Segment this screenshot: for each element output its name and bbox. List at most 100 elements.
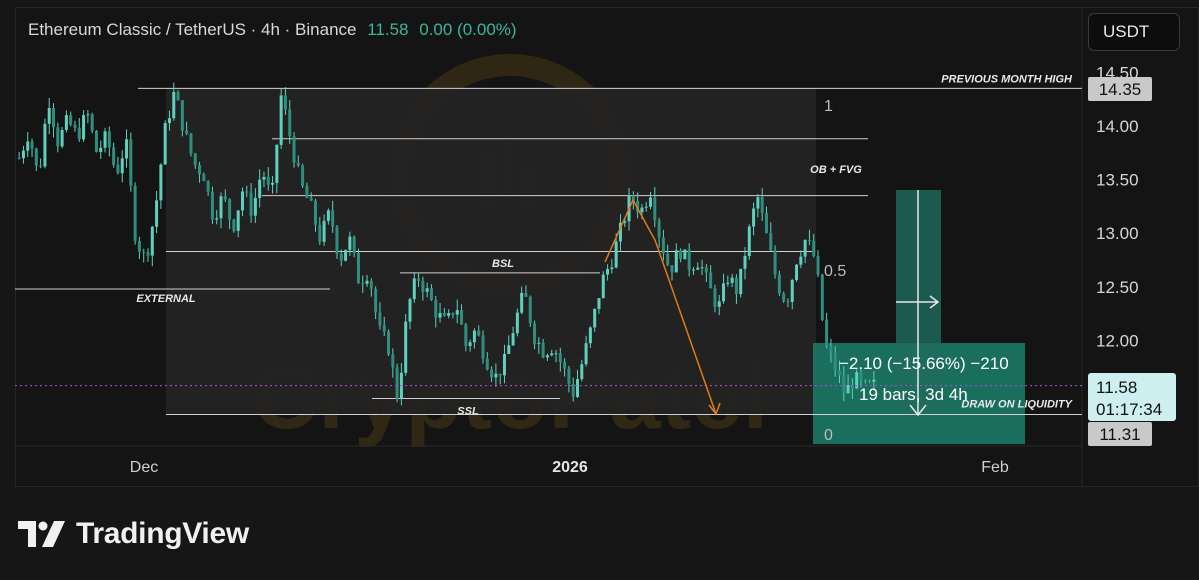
candle-body	[442, 312, 446, 316]
tradingview-logo[interactable]: TradingView	[18, 517, 249, 551]
candle-body	[520, 292, 524, 313]
measure-change-text: −2.10 (−15.66%) −210	[839, 354, 1009, 373]
candle-body	[339, 253, 343, 261]
candle-body	[438, 312, 442, 318]
candle-body	[447, 312, 451, 316]
candle-body	[515, 312, 519, 334]
candle-body	[502, 353, 506, 376]
ob-fvg-label: OB + FVG	[810, 164, 862, 176]
candle-body	[575, 379, 580, 397]
candle-body	[292, 136, 296, 163]
candle-body	[356, 252, 360, 284]
badge-current-text: 11.58	[1096, 378, 1137, 397]
candle-body	[129, 139, 133, 186]
candle-body	[94, 130, 98, 152]
candle-body	[142, 251, 146, 253]
candle-body	[713, 288, 717, 307]
candle-body	[210, 191, 214, 220]
candle-body	[855, 372, 859, 389]
candle-body	[795, 264, 799, 281]
candle-body	[236, 210, 240, 231]
candle-body	[653, 197, 657, 221]
candle-body	[90, 114, 94, 131]
candle-body	[348, 236, 352, 250]
candle-body	[533, 323, 537, 344]
candle-body	[644, 206, 648, 208]
candle-body	[730, 277, 734, 283]
candle-body	[47, 107, 51, 124]
candle-body	[155, 200, 159, 227]
candle-body	[163, 123, 167, 165]
candle-body	[99, 147, 103, 152]
candle-body	[550, 353, 554, 356]
candle-body	[133, 185, 137, 241]
candle-body	[26, 141, 30, 151]
candle-body	[537, 342, 541, 344]
external-label: EXTERNAL	[136, 293, 196, 305]
badge-prev-month-high: 14.35	[1088, 77, 1152, 101]
candle-body	[228, 199, 232, 220]
candle-body	[249, 192, 253, 216]
candle-body	[803, 240, 807, 257]
candle-body	[193, 153, 197, 166]
candle-body	[56, 127, 60, 147]
candle-body	[421, 280, 425, 292]
candle-body	[425, 288, 429, 292]
candle-body	[180, 100, 184, 131]
candle-body	[614, 241, 618, 268]
candle-body	[490, 369, 494, 378]
candle-body	[198, 165, 202, 175]
currency-button[interactable]: USDT	[1088, 13, 1180, 51]
candle-body	[176, 92, 180, 101]
candle-body	[494, 373, 498, 378]
candle-body	[305, 185, 309, 198]
candle-body	[541, 342, 545, 358]
measure-arrow-down	[909, 404, 927, 417]
candle-body	[498, 373, 502, 376]
candle-body	[17, 158, 21, 160]
projection-arrowhead	[708, 402, 721, 416]
candle-body	[262, 176, 266, 180]
candle-body	[606, 269, 610, 275]
badge-current-price: 11.58 01:17:34	[1088, 373, 1176, 421]
y-tick-4: 12.50	[1096, 278, 1139, 297]
header-change: 0.00 (0.00%)	[419, 20, 517, 39]
candle-body	[279, 95, 283, 145]
candle-body	[245, 191, 249, 193]
candle-body	[485, 358, 489, 370]
candle-body	[782, 293, 786, 302]
badge-pmh-text: 14.35	[1099, 80, 1142, 99]
candle-body	[60, 129, 64, 147]
candle-body	[739, 268, 743, 295]
candle-body	[618, 222, 622, 242]
candle-body	[571, 384, 575, 397]
candle-body	[477, 330, 481, 336]
candle-body	[82, 115, 86, 140]
candle-body	[137, 240, 141, 252]
candle-body	[468, 342, 472, 347]
candle-body	[640, 207, 644, 213]
symbol-title[interactable]: Ethereum Classic / TetherUS · 4h · Binan…	[28, 20, 357, 39]
candle-body	[112, 147, 116, 165]
candle-body	[301, 165, 305, 186]
header-last-price: 11.58	[367, 20, 409, 39]
candle-body	[580, 364, 584, 380]
candle-body	[807, 240, 811, 242]
candle-body	[777, 274, 781, 294]
measure-arrow-right	[896, 295, 940, 309]
candle-body	[722, 283, 726, 302]
candle-body	[429, 288, 433, 301]
candle-body	[846, 385, 850, 394]
candle-body	[769, 232, 773, 251]
candle-body	[417, 278, 421, 281]
candle-body	[322, 220, 326, 242]
candle-body	[597, 298, 601, 309]
candles	[17, 82, 876, 406]
fib-label-1: 1	[824, 98, 833, 115]
bsl-label: BSL	[492, 258, 514, 270]
candle-body	[657, 220, 661, 238]
candle-body	[125, 139, 129, 159]
candle-body	[799, 256, 803, 265]
